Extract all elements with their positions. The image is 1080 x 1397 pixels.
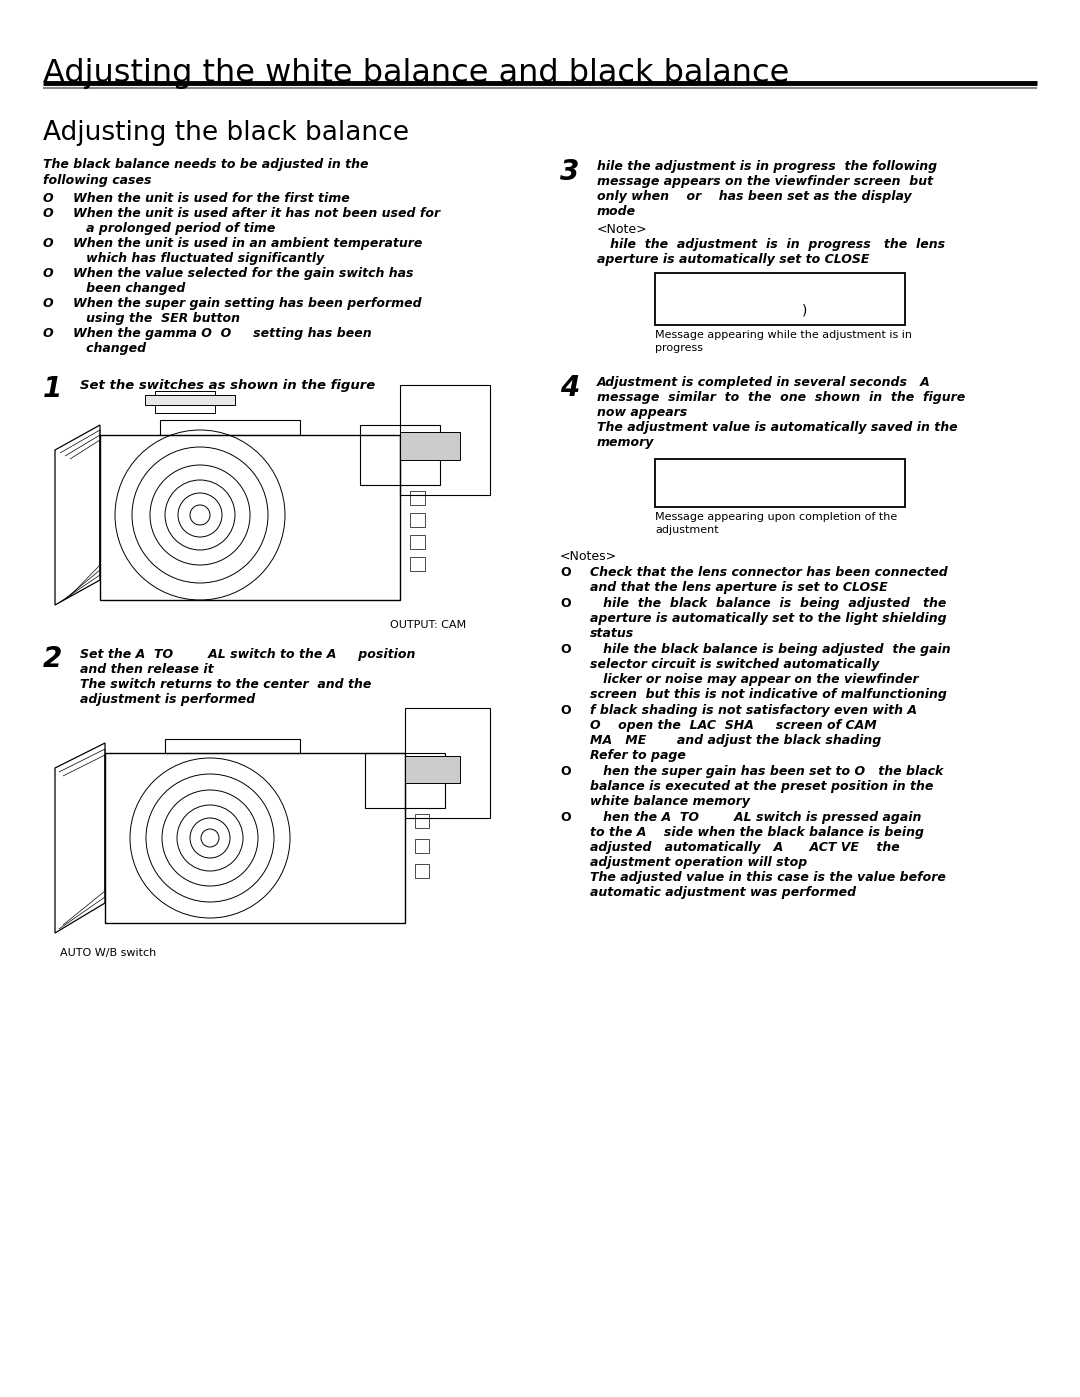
Bar (410, 557, 426, 571)
Text: Check that the lens connector has been connected: Check that the lens connector has been c… (590, 566, 948, 578)
Text: only when    or    has been set as the display: only when or has been set as the display (597, 190, 912, 203)
Text: The switch returns to the center  and the: The switch returns to the center and the (80, 678, 372, 692)
Text: aperture is automatically set to CLOSE: aperture is automatically set to CLOSE (597, 253, 869, 265)
Text: 2: 2 (43, 645, 63, 673)
Text: Adjusting the black balance: Adjusting the black balance (43, 120, 409, 147)
Text: The black balance needs to be adjusted in the: The black balance needs to be adjusted i… (43, 158, 368, 170)
Bar (405, 756, 460, 782)
Text: hile the adjustment is in progress  the following: hile the adjustment is in progress the f… (597, 161, 937, 173)
Text: <Note>: <Note> (597, 224, 648, 236)
Bar (400, 432, 460, 460)
Text: licker or noise may appear on the viewfinder: licker or noise may appear on the viewfi… (590, 673, 919, 686)
Text: status: status (590, 627, 634, 640)
Text: AUTO W/B switch: AUTO W/B switch (60, 949, 157, 958)
Text: The adjustment value is automatically saved in the: The adjustment value is automatically sa… (597, 420, 958, 434)
Text: When the gamma O  O     setting has been: When the gamma O O setting has been (73, 327, 372, 339)
Text: using the  SER button: using the SER button (73, 312, 240, 326)
Text: Adjustment is completed in several seconds   A: Adjustment is completed in several secon… (597, 376, 931, 388)
Bar (360, 425, 440, 485)
Bar (405, 708, 490, 819)
Text: OUTPUT: CAM: OUTPUT: CAM (390, 620, 467, 630)
Bar (145, 395, 235, 405)
Bar (160, 420, 300, 434)
Text: Message appearing while the adjustment is in: Message appearing while the adjustment i… (654, 330, 912, 339)
Text: When the unit is used in an ambient temperature: When the unit is used in an ambient temp… (73, 237, 422, 250)
Bar (400, 386, 490, 495)
Text: 1: 1 (43, 374, 63, 402)
Text: hile  the  black  balance  is  being  adjusted   the: hile the black balance is being adjusted… (590, 597, 946, 610)
Bar (156, 391, 215, 414)
Text: MA   ME       and adjust the black shading: MA ME and adjust the black shading (590, 733, 881, 747)
Text: mode: mode (597, 205, 636, 218)
Text: hen the super gain has been set to O   the black: hen the super gain has been set to O the… (590, 766, 943, 778)
Bar (100, 434, 400, 599)
Text: message  similar  to  the  one  shown  in  the  figure: message similar to the one shown in the … (597, 391, 966, 404)
Text: following cases: following cases (43, 175, 151, 187)
Text: progress: progress (654, 344, 703, 353)
Text: automatic adjustment was performed: automatic adjustment was performed (590, 886, 856, 900)
Text: When the super gain setting has been performed: When the super gain setting has been per… (73, 298, 421, 310)
Text: 4: 4 (561, 374, 579, 402)
Bar (410, 490, 426, 504)
Text: O: O (43, 191, 54, 205)
Text: hile  the  adjustment  is  in  progress   the  lens: hile the adjustment is in progress the l… (597, 237, 945, 251)
Text: changed: changed (73, 342, 146, 355)
Text: Refer to page: Refer to page (590, 749, 686, 761)
Text: O: O (561, 597, 570, 610)
Text: The adjusted value in this case is the value before: The adjusted value in this case is the v… (590, 870, 946, 884)
Text: O: O (561, 643, 570, 657)
Text: adjustment: adjustment (654, 525, 718, 535)
Bar (105, 753, 405, 923)
Bar (415, 863, 429, 877)
Text: message appears on the viewfinder screen  but: message appears on the viewfinder screen… (597, 175, 933, 189)
Text: which has fluctuated significantly: which has fluctuated significantly (73, 251, 324, 265)
Text: screen  but this is not indicative of malfunctioning: screen but this is not indicative of mal… (590, 687, 947, 701)
Bar (415, 840, 429, 854)
Bar (410, 513, 426, 527)
Text: Adjusting the white balance and black balance: Adjusting the white balance and black ba… (43, 59, 789, 89)
Text: Set the switches as shown in the figure: Set the switches as shown in the figure (80, 379, 375, 393)
Text: hile the black balance is being adjusted  the gain: hile the black balance is being adjusted… (590, 643, 950, 657)
Text: adjusted   automatically   A      ACT VE    the: adjusted automatically A ACT VE the (590, 841, 900, 854)
Text: f black shading is not satisfactory even with A: f black shading is not satisfactory even… (590, 704, 917, 717)
Text: now appears: now appears (597, 407, 687, 419)
Text: balance is executed at the preset position in the: balance is executed at the preset positi… (590, 780, 933, 793)
Text: O    open the  LAC  SHA     screen of CAM: O open the LAC SHA screen of CAM (590, 719, 877, 732)
Bar (410, 535, 426, 549)
Text: O: O (561, 704, 570, 717)
Text: When the value selected for the gain switch has: When the value selected for the gain swi… (73, 267, 414, 279)
Text: O: O (43, 298, 54, 310)
Text: O: O (43, 327, 54, 339)
Text: aperture is automatically set to the light shielding: aperture is automatically set to the lig… (590, 612, 947, 624)
Text: selector circuit is switched automatically: selector circuit is switched automatical… (590, 658, 879, 671)
Text: and then release it: and then release it (80, 664, 214, 676)
Text: O: O (43, 237, 54, 250)
Text: <Notes>: <Notes> (561, 550, 617, 563)
Text: O: O (561, 812, 570, 824)
Bar (654, 272, 905, 326)
Text: a prolonged period of time: a prolonged period of time (73, 222, 275, 235)
Text: O: O (561, 766, 570, 778)
Text: hen the A  TO        AL switch is pressed again: hen the A TO AL switch is pressed again (590, 812, 921, 824)
Bar (165, 739, 300, 753)
Text: adjustment is performed: adjustment is performed (80, 693, 255, 705)
Text: and that the lens aperture is set to CLOSE: and that the lens aperture is set to CLO… (590, 581, 888, 594)
Text: Set the A  TO        AL switch to the A     position: Set the A TO AL switch to the A position (80, 648, 416, 661)
Text: When the unit is used for the first time: When the unit is used for the first time (73, 191, 350, 205)
Text: O: O (43, 207, 54, 219)
Text: ): ) (802, 303, 808, 317)
Bar (654, 460, 905, 507)
Text: white balance memory: white balance memory (590, 795, 750, 807)
Text: O: O (43, 267, 54, 279)
Text: memory: memory (597, 436, 654, 448)
Text: been changed: been changed (73, 282, 186, 295)
Text: 3: 3 (561, 158, 579, 186)
Text: Message appearing upon completion of the: Message appearing upon completion of the (654, 511, 897, 522)
Bar (415, 814, 429, 828)
Text: adjustment operation will stop: adjustment operation will stop (590, 856, 807, 869)
Text: to the A    side when the black balance is being: to the A side when the black balance is … (590, 826, 924, 840)
Bar (365, 753, 445, 807)
Text: When the unit is used after it has not been used for: When the unit is used after it has not b… (73, 207, 441, 219)
Text: O: O (561, 566, 570, 578)
